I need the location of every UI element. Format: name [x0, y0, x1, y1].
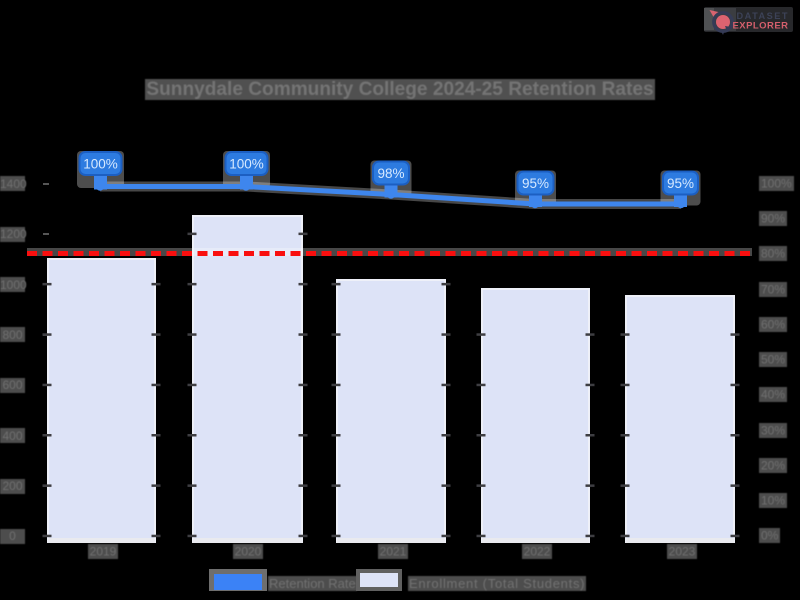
svg-text:100%: 100% [229, 157, 264, 172]
svg-text:DATASET: DATASET [737, 11, 788, 21]
svg-text:EXPLORER: EXPLORER [733, 21, 789, 32]
svg-text:100%: 100% [83, 157, 118, 172]
svg-text:95%: 95% [522, 176, 549, 191]
svg-text:95%: 95% [667, 176, 694, 191]
svg-text:98%: 98% [377, 166, 404, 181]
